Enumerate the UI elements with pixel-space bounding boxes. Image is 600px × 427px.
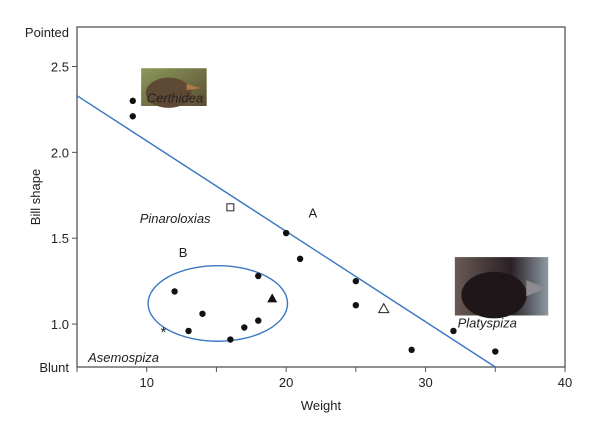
data-point [185, 327, 192, 335]
annotation-pinaroloxias: Pinaroloxias [140, 211, 211, 226]
data-point [255, 317, 262, 324]
data-point-star: * [161, 324, 167, 341]
x-tick-label: 10 [139, 375, 153, 390]
data-point [255, 272, 262, 280]
x-tick-label: 40 [558, 375, 572, 390]
x-tick-label: 30 [418, 375, 432, 390]
annotation-certhidea: Certhidea [147, 91, 203, 106]
bird-head-shape [461, 271, 527, 319]
y-tick-label: 1.5 [51, 231, 69, 246]
y-top-label: Pointed [25, 25, 69, 40]
bird-head-shape [145, 77, 192, 108]
bird-beak-shape [186, 84, 201, 91]
certhidea-bird-photo [141, 68, 207, 108]
bird-beak-shape [526, 280, 547, 297]
data-point [408, 346, 415, 354]
x-axis-label: Weight [301, 398, 342, 413]
annotation-asemospiza: Asemospiza [87, 350, 159, 365]
data-point [199, 310, 206, 317]
data-point [241, 324, 248, 331]
annotation-a: A [308, 206, 317, 221]
data-point [129, 97, 136, 105]
annotation-platyspiza: Platyspiza [458, 316, 517, 331]
y-bottom-label: Blunt [39, 360, 69, 375]
data-point [282, 229, 290, 237]
y-axis-label: Bill shape [28, 169, 43, 225]
axes: 10 20 30 40 1.0 1.5 2.0 2.5 [51, 26, 572, 390]
y-tick-label: 2.5 [51, 59, 69, 74]
data-point [129, 113, 136, 120]
data-point [227, 336, 234, 343]
data-point-open-triangle [377, 302, 390, 314]
data-point-triangle [267, 293, 278, 303]
marks: * A B Certhidea Pinaroloxias Asemospiza Platys… [76, 68, 549, 368]
data-point [352, 301, 360, 309]
platyspiza-bird-photo [454, 257, 549, 319]
y-tick-label: 2.0 [51, 145, 69, 160]
group-ellipse [147, 264, 289, 342]
data-point [492, 348, 499, 355]
plot-frame [76, 26, 566, 368]
data-point [296, 255, 304, 263]
x-tick-label: 20 [279, 375, 293, 390]
y-tick-label: 1.0 [51, 317, 69, 332]
data-point [171, 288, 178, 295]
data-point [450, 327, 457, 335]
data-point [352, 277, 360, 285]
annotation-b: B [179, 245, 188, 260]
data-point-square [226, 203, 235, 212]
